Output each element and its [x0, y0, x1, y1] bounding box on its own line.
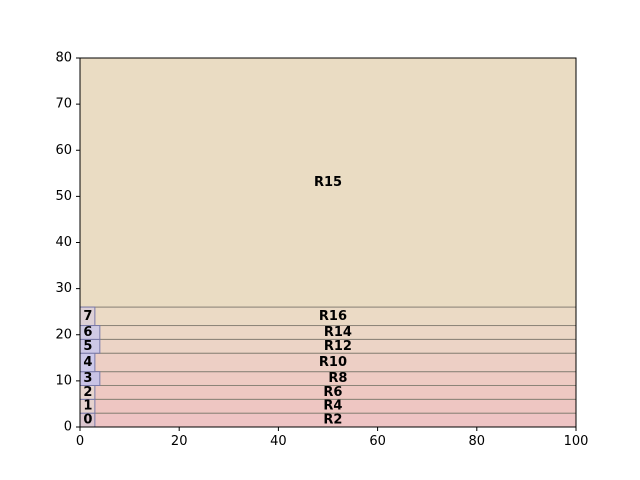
y-tick-label: 30 — [55, 281, 72, 296]
side-box-label-7: 7 — [83, 309, 92, 324]
side-box-label-0: 0 — [83, 413, 92, 428]
y-tick-label: 10 — [55, 373, 72, 388]
y-tick-label: 20 — [55, 327, 72, 342]
region-label-r8: R8 — [328, 371, 347, 386]
x-axis: 0 20 40 60 80 100 — [76, 427, 589, 449]
side-box-label-4: 4 — [83, 355, 92, 370]
side-box-label-3: 3 — [83, 371, 92, 386]
x-tick-label: 0 — [76, 434, 84, 449]
side-box-label-5: 5 — [83, 339, 92, 354]
y-tick-label: 40 — [55, 235, 72, 250]
region-label-r14: R14 — [324, 325, 352, 340]
x-tick-label: 60 — [369, 434, 386, 449]
side-boxes-layer — [79, 306, 101, 428]
region-r15 — [79, 57, 577, 308]
y-tick-label: 50 — [55, 189, 72, 204]
side-box-label-6: 6 — [83, 325, 92, 340]
x-tick-label: 80 — [469, 434, 486, 449]
region-label-r12: R12 — [324, 339, 352, 354]
region-label-r10: R10 — [319, 355, 347, 370]
y-tick-label: 60 — [55, 143, 72, 158]
region-label-r4: R4 — [323, 399, 342, 414]
y-tick-label: 70 — [55, 97, 72, 112]
region-label-r16: R16 — [319, 309, 347, 324]
y-axis: 0 10 20 30 40 50 60 70 80 — [55, 51, 80, 435]
x-tick-label: 40 — [270, 434, 287, 449]
region-label-r15: R15 — [314, 175, 342, 190]
region-label-r6: R6 — [323, 385, 342, 400]
side-box-label-2: 2 — [83, 385, 92, 400]
x-tick-label: 20 — [171, 434, 188, 449]
y-tick-label: 80 — [55, 51, 72, 66]
x-tick-label: 100 — [564, 434, 589, 449]
region-label-r2: R2 — [323, 413, 342, 428]
side-box-label-1: 1 — [83, 399, 92, 414]
y-tick-label: 0 — [64, 420, 72, 435]
